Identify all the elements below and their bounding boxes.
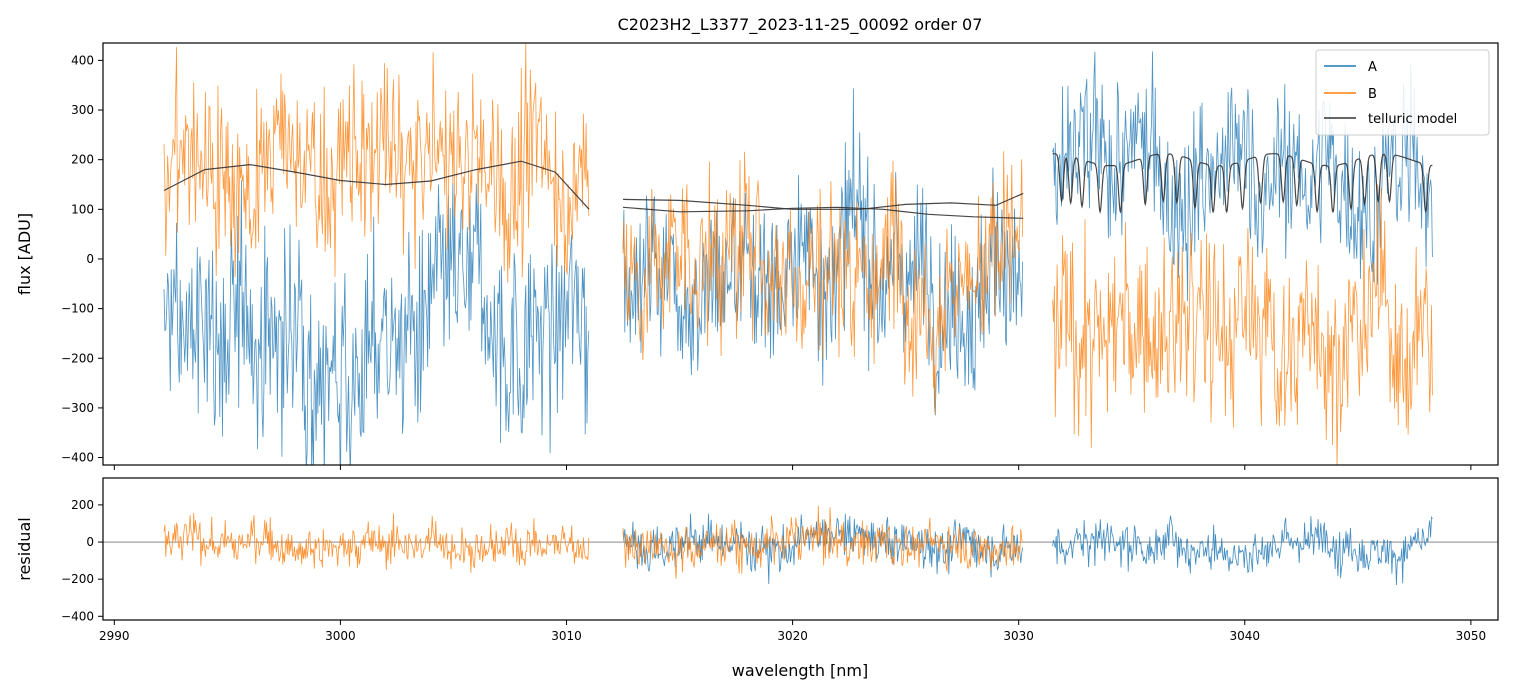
telluric-model-curve-1 (622, 206, 1024, 219)
bottom-y-tick-label: −400 (61, 609, 94, 623)
series-b-segment-2 (1052, 184, 1433, 465)
top-y-tick-label: 200 (71, 153, 94, 167)
telluric-model-curve-0 (163, 160, 590, 210)
bottom-y-tick-label: 200 (71, 498, 94, 512)
top-x-axis (113, 465, 1472, 470)
bottom-x-axis: 2990 3000 3010 3020 3030 3040 3050 (99, 620, 1486, 643)
series-a-segment-1 (622, 88, 1023, 416)
top-y-tick-label: −400 (61, 451, 94, 465)
x-tick-label: 3040 (1230, 629, 1261, 643)
x-tick-label: 2990 (99, 629, 130, 643)
x-axis-label: wavelength [nm] (732, 661, 869, 680)
x-tick-label: 3050 (1456, 629, 1487, 643)
top-y-axis: −400 −300 −200 −100 0 100 200 300 400 (61, 53, 103, 465)
bottom-plot-area (103, 505, 1498, 586)
legend-label-b: B (1368, 87, 1377, 102)
residual-a-segment-2 (1052, 515, 1433, 586)
bottom-y-tick-label: 0 (86, 535, 94, 549)
residual-b-segment-1 (622, 505, 1023, 579)
bottom-y-axis-label: residual (15, 517, 34, 580)
top-axes-frame (102, 42, 1499, 466)
residual-b-segment-0 (163, 512, 590, 573)
legend: A B telluric model (1315, 49, 1490, 136)
series-b-segment-0 (163, 43, 590, 283)
top-y-tick-label: 400 (71, 53, 94, 67)
top-y-tick-label: 300 (71, 103, 94, 117)
x-tick-label: 3020 (777, 629, 808, 643)
x-tick-label: 3010 (551, 629, 582, 643)
telluric-model-curve-2 (622, 192, 1024, 210)
legend-box (1315, 49, 1490, 136)
series-a-segment-2 (1052, 51, 1433, 301)
residual-a-segment-1 (622, 513, 1023, 585)
x-tick-label: 3000 (325, 629, 356, 643)
top-y-tick-label: 0 (86, 252, 94, 266)
x-tick-label: 3030 (1003, 629, 1034, 643)
top-y-tick-label: −300 (61, 401, 94, 415)
telluric-model-comb (1052, 153, 1433, 214)
top-y-tick-label: −200 (61, 351, 94, 365)
bottom-y-axis: −400 −200 0 200 (61, 498, 103, 623)
chart-title: C2023H2_L3377_2023-11-25_00092 order 07 (618, 15, 983, 35)
series-a-segment-0 (163, 180, 590, 465)
top-y-tick-label: −100 (61, 302, 94, 316)
series-b-segment-1 (622, 151, 1023, 415)
top-plot-area (163, 43, 1433, 465)
top-y-tick-label: 100 (71, 202, 94, 216)
legend-label-telluric: telluric model (1368, 112, 1457, 127)
bottom-panel: −400 −200 0 200 2990 3000 3010 3020 3030 3040 305… (15, 477, 1499, 643)
bottom-y-tick-label: −200 (61, 572, 94, 586)
bottom-axes-frame (102, 477, 1499, 621)
legend-label-a: A (1368, 60, 1377, 75)
top-panel: −400 −300 −200 −100 0 100 200 300 400 flux [ADU] (15, 42, 1499, 470)
top-y-axis-label: flux [ADU] (15, 213, 34, 295)
